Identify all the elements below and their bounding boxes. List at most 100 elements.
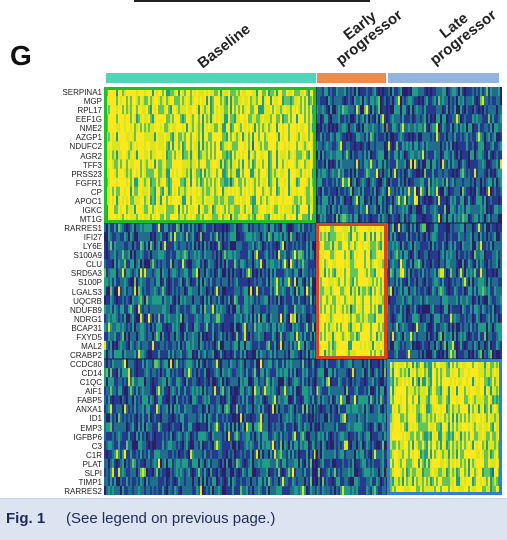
heatmap-cell (248, 169, 250, 178)
heatmap-cell (394, 150, 396, 159)
heatmap-cell (300, 132, 302, 141)
heatmap-cell (170, 205, 172, 214)
heatmap-cell (150, 223, 152, 232)
heatmap-cell (104, 350, 106, 359)
heatmap-cell (274, 296, 276, 305)
heatmap-cell (500, 232, 502, 241)
heatmap-cell (264, 178, 266, 187)
heatmap-cell (194, 241, 196, 250)
heatmap-cell (446, 196, 448, 205)
heatmap-cell (202, 187, 204, 196)
heatmap-cell (462, 196, 464, 205)
heatmap-cell (464, 105, 466, 114)
heatmap-cell (136, 323, 138, 332)
heatmap-cell (188, 187, 190, 196)
heatmap-cell (148, 160, 150, 169)
heatmap-cell (178, 250, 180, 259)
heatmap-cell (118, 141, 120, 150)
heatmap-cell (258, 123, 260, 132)
heatmap-cell (230, 250, 232, 259)
heatmap-cell (492, 259, 494, 268)
heatmap-cell (340, 241, 342, 250)
heatmap-cell (168, 332, 170, 341)
heatmap-cell (496, 87, 498, 96)
heatmap-cell (148, 105, 150, 114)
heatmap-cell (120, 350, 122, 359)
heatmap-cell (158, 332, 160, 341)
heatmap-cell (350, 250, 352, 259)
heatmap-cell (370, 141, 372, 150)
heatmap-cell (114, 332, 116, 341)
heatmap-cell (112, 259, 114, 268)
heatmap-cell (336, 323, 338, 332)
heatmap-cell (196, 96, 198, 105)
heatmap-cell (330, 87, 332, 96)
heatmap-cell (456, 105, 458, 114)
heatmap-cell (184, 114, 186, 123)
heatmap-cell (350, 150, 352, 159)
heatmap-cell (446, 332, 448, 341)
heatmap-cell (500, 305, 502, 314)
heatmap-cell (364, 268, 366, 277)
heatmap-cell (410, 187, 412, 196)
heatmap-cell (210, 296, 212, 305)
heatmap-cell (184, 268, 186, 277)
heatmap-cell (442, 141, 444, 150)
heatmap-cell (370, 296, 372, 305)
heatmap-cell (150, 132, 152, 141)
heatmap-cell (172, 277, 174, 286)
heatmap-cell (410, 169, 412, 178)
heatmap-cell (290, 105, 292, 114)
heatmap-cell (234, 314, 236, 323)
heatmap-cell (454, 123, 456, 132)
heatmap-cell (302, 132, 304, 141)
heatmap-cell (190, 350, 192, 359)
heatmap-cell (138, 196, 140, 205)
heatmap-cell (140, 350, 142, 359)
heatmap-cell (378, 259, 380, 268)
heatmap-cell (214, 114, 216, 123)
heatmap-cell (274, 286, 276, 295)
heatmap-cell (346, 241, 348, 250)
heatmap-cell (154, 178, 156, 187)
heatmap-cell (326, 169, 328, 178)
heatmap-cell (284, 250, 286, 259)
heatmap-cell (234, 286, 236, 295)
gene-label: IFI27 (84, 233, 102, 242)
heatmap-cell (234, 141, 236, 150)
heatmap-cell (374, 268, 376, 277)
heatmap-cell (342, 259, 344, 268)
heatmap-cell (270, 178, 272, 187)
heatmap-cell (438, 196, 440, 205)
heatmap-cell (486, 187, 488, 196)
heatmap-cell (224, 96, 226, 105)
heatmap-cell (388, 250, 390, 259)
heatmap-cell (412, 314, 414, 323)
heatmap-cell (442, 114, 444, 123)
heatmap-cell (404, 141, 406, 150)
heatmap-cell (370, 250, 372, 259)
heatmap-cell (296, 250, 298, 259)
heatmap-cell (262, 268, 264, 277)
heatmap-cell (338, 323, 340, 332)
heatmap-cell (222, 268, 224, 277)
heatmap-cell (294, 268, 296, 277)
heatmap-cell (174, 314, 176, 323)
heatmap-cell (262, 141, 264, 150)
heatmap-cell (444, 96, 446, 105)
heatmap-cell (134, 332, 136, 341)
heatmap-cell (206, 196, 208, 205)
heatmap-cell (262, 123, 264, 132)
heatmap-cell (296, 123, 298, 132)
heatmap-cell (258, 114, 260, 123)
heatmap-cell (162, 286, 164, 295)
heatmap-cell (476, 178, 478, 187)
heatmap-cell (288, 232, 290, 241)
heatmap-cell (430, 205, 432, 214)
heatmap-cell (372, 323, 374, 332)
heatmap-cell (282, 323, 284, 332)
heatmap-cell (454, 114, 456, 123)
heatmap-cell (306, 150, 308, 159)
heatmap-cell (396, 332, 398, 341)
heatmap-cell (204, 286, 206, 295)
